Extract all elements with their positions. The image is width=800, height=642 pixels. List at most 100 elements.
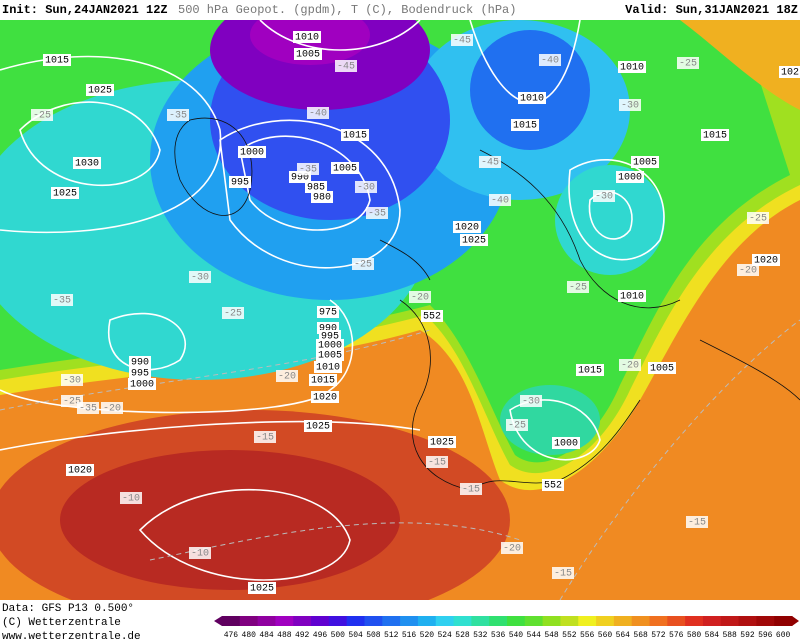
temperature-label: -20 xyxy=(411,293,429,304)
temperature-label: -45 xyxy=(337,62,355,73)
colorbar-swatch xyxy=(222,616,241,626)
temperature-label: -25 xyxy=(569,283,587,294)
temperature-label: -15 xyxy=(688,518,706,529)
cold-core xyxy=(470,30,590,150)
temperature-label-box xyxy=(426,456,448,468)
temperature-label-box xyxy=(222,307,244,319)
isobar-label: 1010 xyxy=(295,33,319,44)
isobar-label: 1020 xyxy=(754,256,778,267)
temperature-label-box xyxy=(307,107,329,119)
isobar-label-box xyxy=(316,349,344,361)
colorbar-label: 520 xyxy=(420,631,435,640)
isobar-label-box xyxy=(460,234,488,246)
isobar-label: 1005 xyxy=(633,158,657,169)
colorbar-label: 552 xyxy=(562,631,577,640)
isobar-label: 1030 xyxy=(75,159,99,170)
temperature-label: -25 xyxy=(508,421,526,432)
colorbar-swatch xyxy=(756,616,775,626)
isobar-label: 1005 xyxy=(333,164,357,175)
isobar-label: 1015 xyxy=(578,366,602,377)
temperature-label: -40 xyxy=(541,56,559,67)
isobar-label: 552 xyxy=(544,481,562,492)
colorbar-label: 584 xyxy=(705,631,720,640)
colorbar-swatch xyxy=(364,616,383,626)
isobar-label-box xyxy=(311,391,339,403)
colorbar-swatch xyxy=(400,616,419,626)
temperature-label-box xyxy=(501,542,523,554)
isobar-label-box xyxy=(616,171,644,183)
colorbar-swatch xyxy=(382,616,401,626)
colorbar-swatch xyxy=(631,616,650,626)
data-source: Data: GFS P13 0.500° xyxy=(2,603,134,615)
isobar-label-box xyxy=(129,367,151,379)
temperature-label: -30 xyxy=(522,397,540,408)
temperature-label: -20 xyxy=(103,404,121,415)
temperature-label: -15 xyxy=(256,433,274,444)
temperature-label-box xyxy=(567,281,589,293)
isobar-label-box xyxy=(238,146,266,158)
isobar-label-box xyxy=(779,66,800,78)
temperature-label: -20 xyxy=(503,544,521,555)
isotherm xyxy=(559,319,800,600)
map-title: 500 hPa Geopot. (gpdm), T (C), Bodendruc… xyxy=(178,3,516,17)
temperature-label: -25 xyxy=(63,397,81,408)
coastline xyxy=(479,149,800,401)
colorbar-swatch xyxy=(685,616,704,626)
colorbar-label: 488 xyxy=(277,631,292,640)
isobar-label-box xyxy=(316,339,344,351)
isobar-label: 1025 xyxy=(462,236,486,247)
isobar-label-box xyxy=(86,84,114,96)
colorbar-label: 480 xyxy=(242,631,257,640)
colorbar-label: 560 xyxy=(598,631,613,640)
colorbar-label: 524 xyxy=(437,631,452,640)
isobar-label: 995 xyxy=(131,369,149,380)
isobar-label-box xyxy=(305,181,327,193)
temperature-label: -10 xyxy=(122,494,140,505)
colorbar-swatch xyxy=(560,616,579,626)
temperature-label-box xyxy=(451,34,473,46)
isobar-label-box xyxy=(331,162,359,174)
temperature-label: -35 xyxy=(169,111,187,122)
temperature-label-box xyxy=(460,483,482,495)
isobar xyxy=(509,399,601,461)
colorbar-swatch xyxy=(311,616,330,626)
colorbar-swatch xyxy=(507,616,526,626)
temperature-label-box xyxy=(189,271,211,283)
colorbar-swatch xyxy=(435,616,455,626)
isobar-label: 1015 xyxy=(311,376,335,387)
isobar xyxy=(0,420,421,451)
colorbar-swatch xyxy=(293,616,312,626)
isotherm xyxy=(149,522,521,561)
isobar xyxy=(568,159,665,261)
isobar-label: 995 xyxy=(321,332,339,343)
temperature-label-box xyxy=(479,156,501,168)
colorbar-label: 564 xyxy=(616,631,631,640)
temperature-label: -15 xyxy=(428,458,446,469)
header-bar xyxy=(0,0,800,20)
temperature-label-box xyxy=(31,109,53,121)
temperature-label-box xyxy=(593,190,615,202)
temperature-label-box xyxy=(686,516,708,528)
temperature-label: -25 xyxy=(33,111,51,122)
temperature-label-box xyxy=(552,567,574,579)
isobar xyxy=(138,488,351,581)
isobar-label-box xyxy=(311,191,333,203)
colorbar-label: 528 xyxy=(455,631,470,640)
warm-corner xyxy=(680,20,800,110)
isobar-label-box xyxy=(648,362,676,374)
isobar-label: 1005 xyxy=(650,364,674,375)
temperature-label: -25 xyxy=(749,214,767,225)
temperature-label: -20 xyxy=(621,361,639,372)
isobar-label: 995 xyxy=(231,178,249,189)
isobar-label: 1025 xyxy=(306,422,330,433)
isobar-label-box xyxy=(294,48,322,60)
isobar xyxy=(259,20,421,51)
temperature-label-box xyxy=(61,374,83,386)
colorbar-swatch xyxy=(471,616,490,626)
isobar-label-box xyxy=(248,582,276,594)
isobar-label-box xyxy=(542,479,564,491)
colorbar-swatch xyxy=(738,616,757,626)
isobar-label-box xyxy=(453,221,481,233)
